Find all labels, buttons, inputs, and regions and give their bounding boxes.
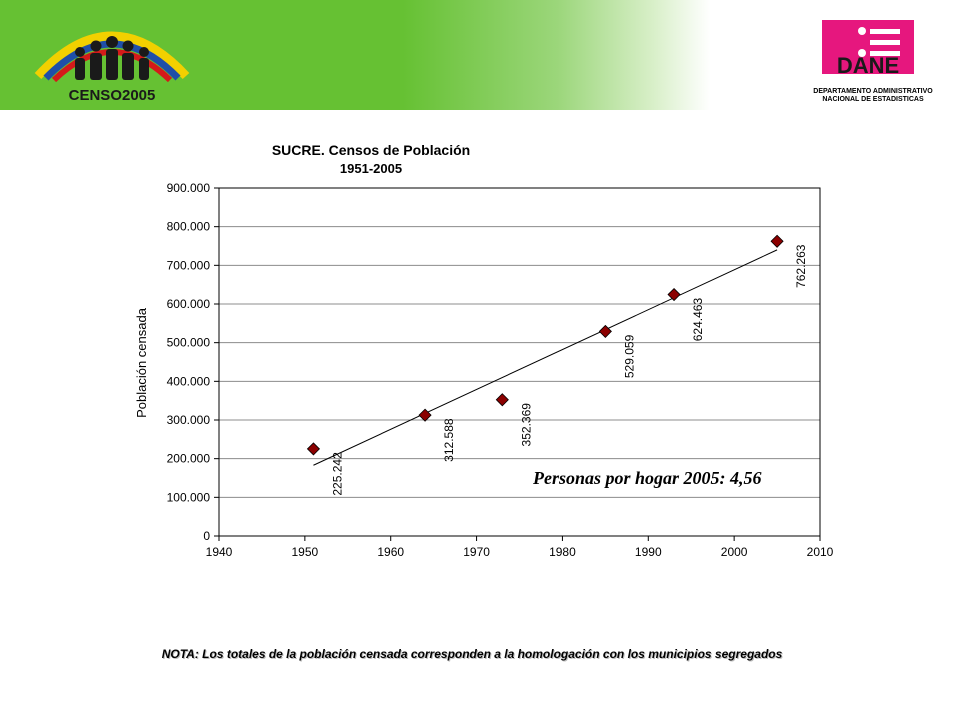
x-tick-label: 2010 — [807, 545, 834, 559]
censo-2005-logo: CENSO2005 — [34, 31, 190, 104]
trendline — [313, 249, 778, 466]
footnote: NOTA: Los totales de la población censad… — [161, 647, 783, 661]
chart-title: SUCRE. Censos de Población — [272, 142, 470, 158]
dane-logo-text: DANE — [837, 53, 899, 78]
population-chart: SUCRE. Censos de Población 1951-2005 Pob… — [134, 142, 834, 559]
data-point-label: 312.588 — [442, 418, 456, 462]
data-point-label: 624.463 — [691, 298, 705, 342]
x-tick-label: 1960 — [377, 545, 404, 559]
dane-subtitle-line1: DEPARTAMENTO ADMINISTRATIVO — [813, 88, 933, 95]
x-axis-ticks: 1940 1950 1960 1970 1980 1990 2000 2010 — [206, 536, 834, 559]
x-tick-label: 1940 — [206, 545, 233, 559]
y-tick-label: 600.000 — [167, 297, 211, 311]
x-tick-label: 1990 — [635, 545, 662, 559]
data-points — [306, 234, 784, 456]
data-point-marker — [667, 287, 681, 302]
data-labels: 225.242 312.588 352.369 529.059 624.463 762.2… — [330, 244, 808, 495]
y-tick-label: 100.000 — [167, 490, 211, 504]
y-tick-label: 0 — [203, 529, 210, 543]
y-tick-label: 200.000 — [167, 452, 211, 466]
x-tick-label: 1980 — [549, 545, 576, 559]
data-point-label: 762.263 — [794, 244, 808, 288]
data-point-marker — [418, 408, 432, 422]
data-point-marker — [770, 234, 784, 248]
x-tick-label: 1950 — [292, 545, 319, 559]
data-point-label: 225.242 — [330, 452, 344, 496]
data-point-label: 352.369 — [519, 403, 533, 447]
chart-subtitle: 1951-2005 — [340, 161, 402, 176]
x-tick-label: 2000 — [721, 545, 748, 559]
y-axis-ticks: 0 100.000 200.000 300.000 400.000 500.000 600.… — [167, 181, 219, 543]
y-tick-label: 700.000 — [167, 258, 211, 272]
y-tick-label: 900.000 — [167, 181, 211, 195]
household-annotation: Personas por hogar 2005: 4,56 — [532, 468, 762, 488]
y-tick-label: 400.000 — [167, 374, 211, 388]
data-point-marker — [598, 324, 612, 338]
dane-emblem: DANE — [822, 20, 914, 78]
data-point-label: 529.059 — [622, 334, 636, 378]
data-point-marker — [495, 393, 509, 407]
data-point-marker — [306, 442, 321, 456]
header-banner: CENSO2005 DANE DEPARTAMENTO ADMINISTRATI… — [0, 0, 960, 110]
x-tick-label: 1970 — [463, 545, 490, 559]
y-tick-label: 500.000 — [167, 336, 211, 350]
y-axis-label: Población censada — [134, 307, 149, 418]
censo-logo-text: CENSO2005 — [69, 87, 156, 104]
y-tick-label: 800.000 — [167, 220, 211, 234]
grid-lines — [219, 226, 820, 498]
plot-area-frame — [218, 187, 821, 537]
dane-subtitle-line2: NACIONAL DE ESTADISTICAS — [822, 96, 924, 103]
dane-logo: DANE DEPARTAMENTO ADMINISTRATIVO NACIONA… — [800, 16, 946, 106]
y-tick-label: 300.000 — [167, 413, 211, 427]
dane-subtitle: DEPARTAMENTO ADMINISTRATIVO NACIONAL DE … — [800, 88, 946, 104]
